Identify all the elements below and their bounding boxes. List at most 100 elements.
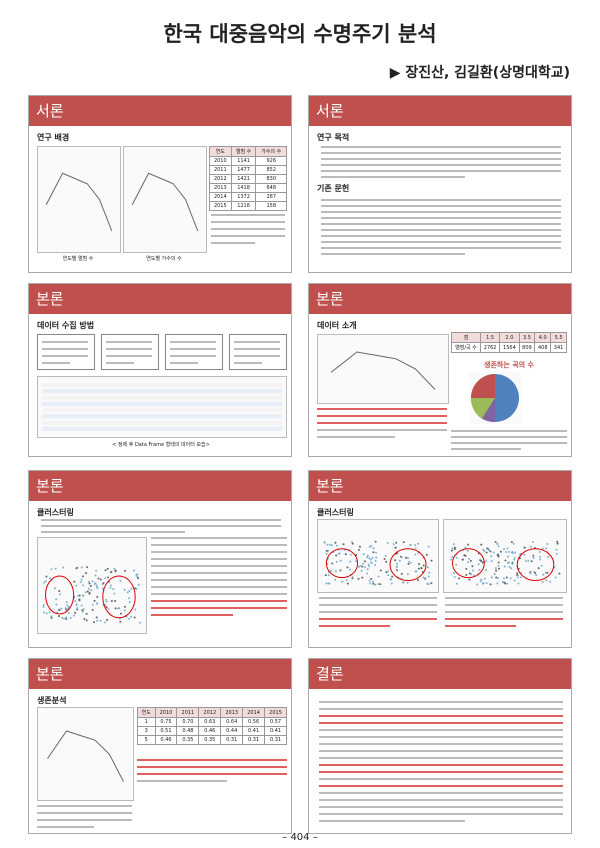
text-line [106,355,152,357]
text-line [41,531,185,533]
table-cell: 0.57 [265,718,287,727]
panel-heading: 서론 [309,96,571,126]
text-line [319,715,563,717]
figure-art [38,377,286,437]
text-line [234,362,262,364]
text-line [317,436,395,438]
text-line [319,611,437,613]
text-line [234,355,280,357]
table-cell: 852 [256,166,287,175]
subheading: 생존분석 [37,695,66,706]
text-line [319,813,563,815]
title: 한국 대중음악의 수명주기 분석 [0,18,600,48]
table-cell: 1477 [231,166,256,175]
table-cell: 1564 [500,343,519,353]
text-line [42,341,88,343]
table-header-cell: 가수의 수 [256,147,287,157]
subheading: 연구 배경 [37,132,69,143]
text-line [137,759,287,761]
text-line [321,223,561,225]
figure-art [444,520,566,592]
table-header-cell: 2011 [177,708,199,718]
table-row: 1 0.75 0.70 0.63 0.64 0.56 0.57 [138,718,287,727]
table-header-cell: 앨범 수 [231,147,256,157]
table-cell: 2012 [210,175,232,184]
text-line [151,551,287,553]
text-line [170,348,216,350]
data-table: 연도 2010 2011 2012 2013 2014 2015 1 0.75 0.70 0.63 0… [137,707,287,745]
subheading: 데이터 수집 방법 [37,320,94,331]
text-line [445,625,516,627]
table-cell: 0.64 [221,718,243,727]
text-line [151,537,287,539]
table-row: 2010 1141 926 [210,157,287,166]
text-line [451,430,567,432]
text-line [151,614,233,616]
text-line [319,757,563,759]
table-cell: 1421 [231,175,256,184]
table-row: 2013 1418 648 [210,184,287,193]
panel-heading: 본론 [29,471,291,501]
text-line [211,235,285,237]
panel-heading: 결론 [309,659,571,689]
panel: 결론 [308,658,572,834]
panel: 본론 생존분석 연도 2010 2011 2012 2013 2014 2015 1 0.75 0.7… [28,658,292,834]
figure [317,519,439,593]
table-cell: 0.56 [243,718,265,727]
figure-art [38,538,146,633]
flow-box [229,334,287,370]
text-line [451,448,521,450]
table-cell: 0.41 [243,727,265,736]
data-table: 연도 앨범 수 가수의 수 2010 1141 926 2011 1477 852 2012 142… [209,146,287,211]
table-header-cell: 5.5 [551,333,567,343]
text-line [211,214,285,216]
table-header-cell: 2015 [265,708,287,718]
text-line [319,743,563,745]
text-line [151,586,287,588]
table-cell: 0.31 [265,736,287,745]
table-header-cell: 연도 [138,708,156,718]
table-cell: 2010 [210,157,232,166]
text-line [37,805,132,807]
text-line [317,408,447,410]
text-line [319,722,563,724]
figure-art [124,147,206,252]
table-cell: 0.44 [221,727,243,736]
text-line [321,235,561,237]
table-cell: 830 [256,175,287,184]
table-header-cell: 점 [452,333,481,343]
table-row: 2011 1477 852 [210,166,287,175]
subheading: 클러스터링 [37,507,74,518]
text-line [42,348,88,350]
text-line [319,806,563,808]
text-line [321,199,561,201]
table-cell: 2014 [210,193,232,202]
caption: < 정제 후 Data Frame 형태의 데이터 모습> [37,441,285,448]
table-cell: 809 [519,343,535,353]
table-row: 점 1.5 2.0 3.5 4.0 5.5 [452,333,567,343]
text-line [321,211,561,213]
text-line [321,241,561,243]
text-line [321,229,561,231]
text-line [321,176,465,178]
text-line [37,812,132,814]
table-row: 5 0.46 0.35 0.35 0.31 0.31 0.31 [138,736,287,745]
text-line [170,341,216,343]
text-line [319,750,563,752]
text-line [319,625,390,627]
text-line [451,442,567,444]
table-row: 3 0.51 0.48 0.46 0.44 0.41 0.41 [138,727,287,736]
text-line [321,205,561,207]
text-line [42,362,70,364]
text-line [445,597,563,599]
panel-heading: 본론 [309,284,571,314]
text-line [137,780,227,782]
text-line [234,348,280,350]
table-cell: 1418 [231,184,256,193]
table-header-cell: 2013 [221,708,243,718]
text-line [319,820,465,822]
table-row: 2015 1216 158 [210,202,287,211]
figure [37,707,134,801]
text-line [170,355,216,357]
text-line [319,618,437,620]
